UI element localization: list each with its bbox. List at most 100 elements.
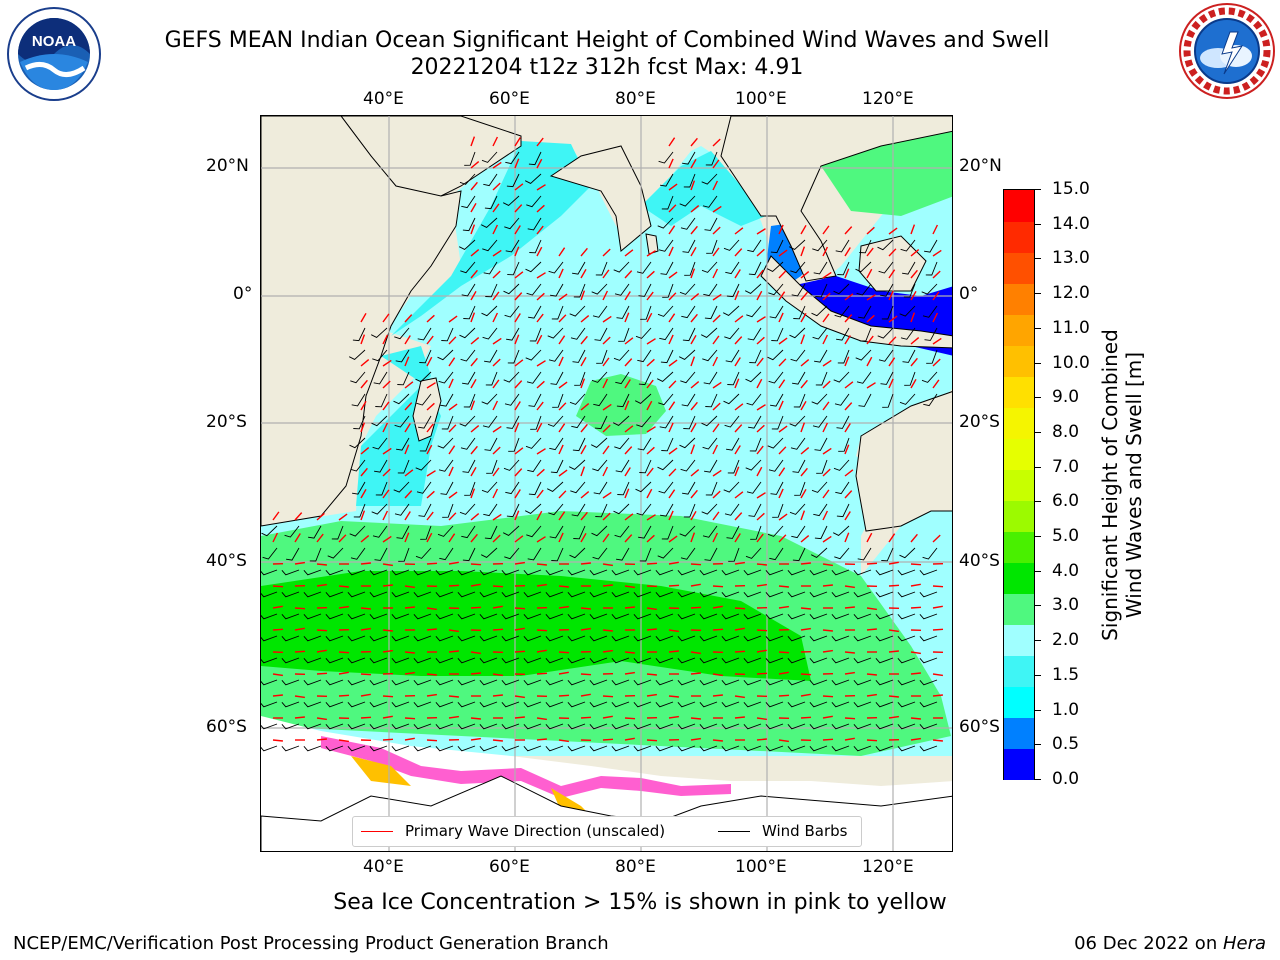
wind-barb xyxy=(325,613,344,620)
wind-barb xyxy=(482,327,498,340)
wave-direction-arrow xyxy=(668,561,679,565)
colorbar-band xyxy=(1004,624,1034,656)
wind-barb xyxy=(347,745,366,752)
wind-barb xyxy=(814,437,828,451)
wind-barb xyxy=(419,349,432,364)
wind-barb xyxy=(636,503,652,516)
wave-direction-arrow xyxy=(624,379,631,389)
wave-direction-arrow xyxy=(426,402,435,411)
wave-direction-arrow xyxy=(800,467,808,477)
wave-direction-arrow xyxy=(580,403,590,411)
wind-barb xyxy=(281,701,300,708)
wind-barb xyxy=(787,635,806,642)
wave-direction-arrow xyxy=(800,673,812,676)
wind-barb xyxy=(375,481,388,496)
wind-barb xyxy=(704,459,718,473)
wind-barb xyxy=(793,305,806,320)
wave-direction-arrow xyxy=(404,381,414,389)
wave-direction-arrow xyxy=(580,466,586,477)
wave-direction-arrow xyxy=(910,533,918,543)
wind-barb xyxy=(922,305,938,318)
wave-direction-arrow xyxy=(580,716,592,719)
wind-barb xyxy=(284,525,300,538)
wind-barb xyxy=(765,679,784,686)
wave-direction-arrow xyxy=(932,694,943,697)
wind-barb xyxy=(814,349,828,363)
ocean-coastal-cyan-2 xyxy=(641,151,766,226)
wave-direction-arrow xyxy=(470,606,482,609)
wind-barb xyxy=(904,371,916,386)
wave-direction-arrow xyxy=(624,358,633,367)
wind-barb xyxy=(831,745,850,752)
wind-barb xyxy=(523,679,542,686)
wind-barb xyxy=(589,657,608,664)
colorbar-tick-label: 1.5 xyxy=(1052,664,1080,685)
wind-barb xyxy=(745,371,762,383)
wave-direction-arrow xyxy=(448,629,459,633)
wind-barb xyxy=(902,349,916,363)
wave-direction-arrow xyxy=(492,182,501,191)
wave-direction-arrow xyxy=(712,694,723,697)
ocean-coastal-cyan xyxy=(391,141,591,336)
wind-barb xyxy=(877,327,894,339)
wind-barb xyxy=(413,679,432,686)
wave-direction-arrow xyxy=(404,402,413,411)
wind-barb xyxy=(727,371,740,386)
wind-barb xyxy=(701,503,718,515)
wave-direction-arrow xyxy=(514,246,520,257)
wind-barb xyxy=(655,569,674,576)
wave-direction-arrow xyxy=(888,315,898,323)
wind-barb xyxy=(347,679,366,686)
wind-barb xyxy=(633,569,652,576)
wave-direction-arrow xyxy=(470,290,477,301)
wave-direction-arrow xyxy=(932,291,940,301)
wave-direction-arrow xyxy=(910,378,917,389)
wind-barb xyxy=(765,745,784,752)
wave-direction-arrow xyxy=(866,673,877,676)
colorbar-tick-mark xyxy=(1035,258,1041,260)
lat-label-left-20n: 20°N xyxy=(206,156,249,176)
wave-direction-arrow xyxy=(756,445,764,455)
wave-direction-arrow xyxy=(690,672,701,675)
wave-direction-arrow xyxy=(822,489,830,499)
wind-barb xyxy=(919,657,938,664)
india-land xyxy=(549,145,652,252)
wind-barb xyxy=(437,349,454,361)
wind-barb xyxy=(369,679,388,686)
wind-barb xyxy=(857,547,872,561)
wind-barb xyxy=(765,701,784,708)
wave-direction-arrow xyxy=(712,293,722,301)
wave-direction-arrow xyxy=(602,424,611,433)
wind-barb xyxy=(809,723,828,730)
wind-barb xyxy=(371,415,388,427)
wind-barb xyxy=(853,657,872,664)
wind-barb xyxy=(833,283,850,295)
wave-direction-arrow xyxy=(822,510,829,521)
wind-barb xyxy=(615,371,630,385)
wave-direction-arrow xyxy=(668,225,676,235)
wave-direction-arrow xyxy=(448,445,456,455)
wave-direction-arrow xyxy=(360,562,371,565)
wind-barb xyxy=(590,437,608,448)
wave-direction-arrow xyxy=(800,312,807,323)
wind-barb xyxy=(462,217,476,232)
wave-direction-arrow xyxy=(800,535,810,543)
wave-direction-arrow xyxy=(580,693,591,697)
colorbar-band xyxy=(1004,686,1034,718)
lat-label-right-20n: 20°N xyxy=(959,156,1002,176)
colorbar-tick-mark xyxy=(1035,362,1041,364)
wave-direction-arrow xyxy=(756,404,766,411)
wave-direction-arrow xyxy=(690,381,700,389)
wave-direction-arrow xyxy=(382,313,390,323)
wind-barb xyxy=(633,745,652,752)
wave-direction-arrow xyxy=(778,605,789,609)
wave-direction-arrow xyxy=(800,422,806,433)
wind-barb xyxy=(528,393,542,407)
wave-direction-arrow xyxy=(778,312,784,323)
wave-direction-arrow xyxy=(580,491,590,499)
wave-direction-arrow xyxy=(360,467,368,477)
wind-barb xyxy=(485,371,498,386)
wave-direction-arrow xyxy=(470,651,481,655)
wind-barb xyxy=(875,701,894,708)
wave-direction-arrow xyxy=(844,335,851,345)
